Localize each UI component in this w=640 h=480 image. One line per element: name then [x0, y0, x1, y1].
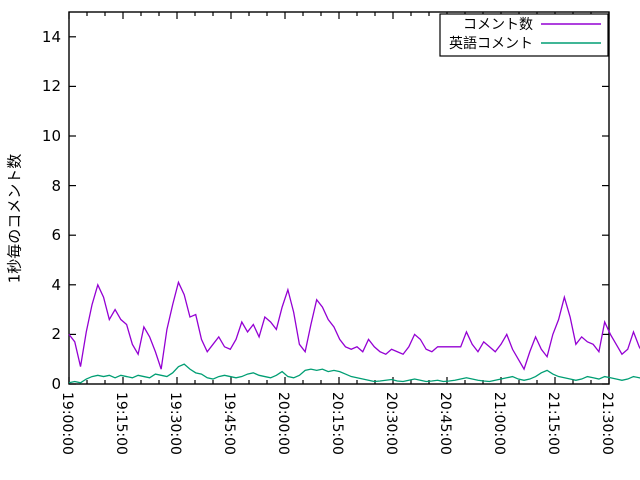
legend-item-label: 英語コメント [449, 36, 533, 52]
x-tick-label: 20:15:00 [329, 392, 345, 455]
tick-marks [68, 12, 610, 385]
y-tick-label: 0 [51, 375, 61, 393]
x-tick-label: 19:15:00 [113, 392, 129, 455]
y-tick-label: 4 [51, 275, 61, 294]
x-tick-label: 21:00:00 [491, 392, 507, 455]
series-line-2 [68, 363, 640, 384]
axis-frame [68, 11, 610, 385]
y-tick-label: 10 [41, 127, 61, 145]
series-line-1 [68, 280, 640, 371]
y-tick-label: 2 [51, 325, 61, 344]
x-tick-label: 21:30:00 [599, 392, 615, 455]
y-tick-label: 6 [51, 226, 61, 245]
x-tick-label: 20:00:00 [275, 392, 291, 455]
x-tick-label: 19:45:00 [221, 392, 237, 455]
legend-box [439, 13, 609, 57]
x-tick-label: 19:30:00 [167, 392, 183, 455]
series-lines [68, 280, 640, 384]
x-tick-label: 21:15:00 [545, 392, 561, 455]
x-tick-label: 19:00:00 [59, 392, 75, 455]
y-tick-label: 8 [51, 176, 61, 195]
x-tick-label: 20:45:00 [437, 392, 453, 455]
y-tick-label: 12 [41, 77, 61, 96]
y-tick-label: 14 [41, 27, 61, 46]
x-tick-label: 20:30:00 [383, 392, 399, 455]
legend-item-label: コメント数 [463, 17, 533, 33]
